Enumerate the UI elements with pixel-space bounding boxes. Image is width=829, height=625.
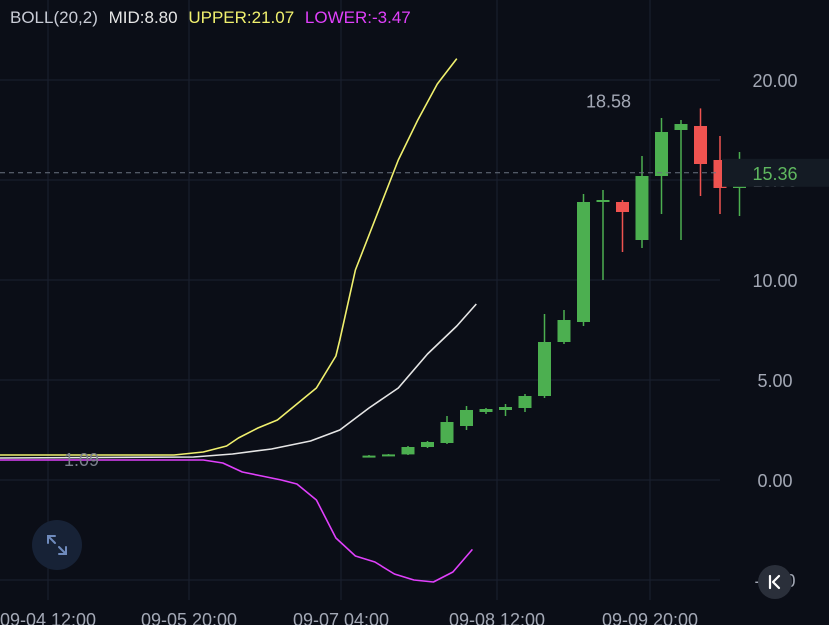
candle-body (635, 176, 649, 240)
candle-body (479, 409, 493, 412)
x-tick-label: 09-04 12:00 (0, 610, 96, 625)
last-price-label: 15.36 (752, 164, 797, 184)
series-line-lower (0, 459, 474, 583)
candle-body (518, 396, 532, 408)
high-price-label: 18.58 (586, 91, 631, 111)
y-tick-label: 0.00 (757, 471, 792, 491)
candle-body (674, 124, 688, 130)
x-tick-label: 09-09 20:00 (602, 610, 698, 625)
x-tick-label: 09-07 04:00 (293, 610, 389, 625)
jump-to-latest-icon (768, 574, 781, 590)
indicator-name: BOLL(20,2) (10, 8, 98, 27)
candle-body (421, 442, 434, 447)
grid-lines (0, 0, 720, 600)
expand-icon (47, 535, 67, 555)
candle-body (382, 454, 395, 457)
jump-to-latest-button[interactable] (758, 565, 792, 599)
y-tick-label: 10.00 (752, 271, 797, 291)
candle-body (460, 410, 473, 426)
x-tick-label: 09-08 12:00 (449, 610, 545, 625)
candles (362, 108, 746, 458)
candle-body (538, 342, 551, 396)
candle-body (577, 202, 590, 322)
candle-body (557, 320, 571, 342)
expand-button[interactable] (32, 520, 82, 570)
candle-body (596, 200, 610, 202)
candle-body (401, 447, 415, 455)
left-price-label: 1.09 (64, 450, 99, 470)
y-tick-label: 20.00 (752, 71, 797, 91)
indicator-header: BOLL(20,2) MID:8.80 UPPER:21.07 LOWER:-3… (10, 8, 417, 28)
y-tick-label: 5.00 (757, 371, 792, 391)
candle-body (499, 407, 512, 410)
series-line-mid (0, 303, 477, 459)
candle-body (362, 455, 376, 458)
x-tick-label: 09-05 20:00 (141, 610, 237, 625)
bollinger-lines (0, 58, 477, 583)
candle-body (440, 422, 454, 443)
indicator-lower: LOWER:-3.47 (304, 8, 411, 27)
candle-body (694, 126, 707, 164)
last-price-box (722, 158, 829, 187)
candle-body (616, 202, 629, 212)
indicator-upper: UPPER:21.07 (188, 8, 295, 27)
indicator-mid: MID:8.80 (108, 8, 178, 27)
series-line-upper (0, 58, 458, 456)
x-axis: 09-04 12:00 09-05 20:00 09-07 04:00 09-08 1… (0, 610, 698, 625)
candle-body (655, 132, 668, 176)
